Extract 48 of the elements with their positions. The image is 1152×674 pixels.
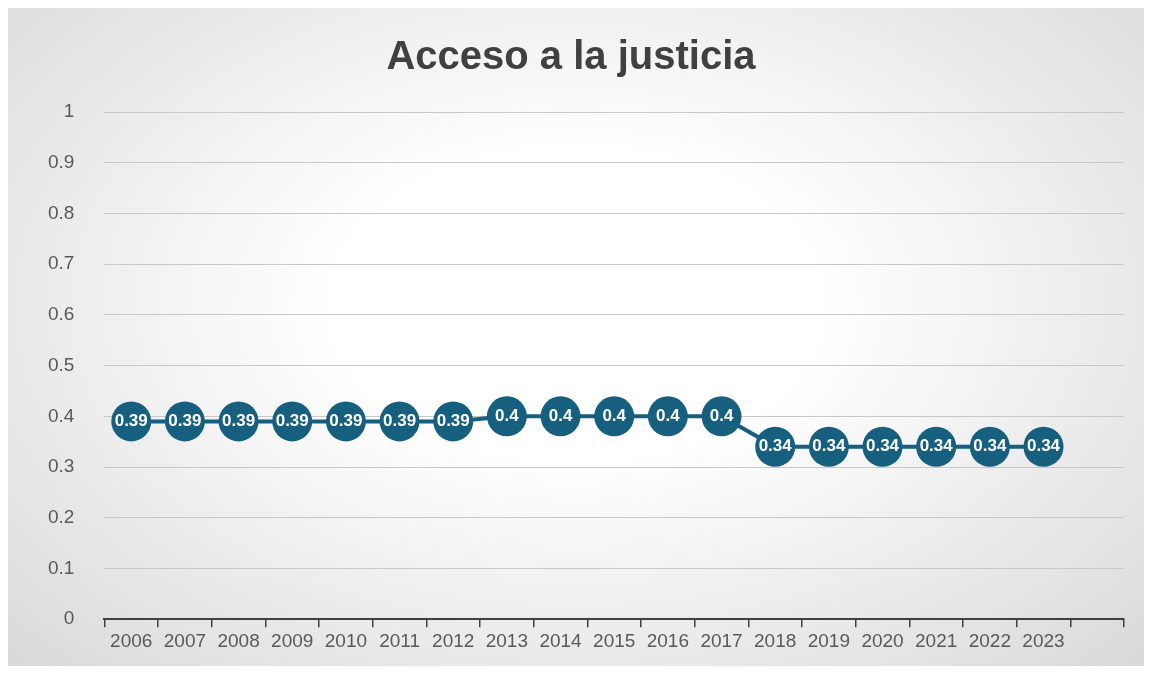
data-label: 0.39 bbox=[275, 411, 309, 431]
data-label: 0.39 bbox=[436, 411, 470, 431]
x-tick-label: 2014 bbox=[539, 629, 583, 651]
x-tick-label: 2020 bbox=[861, 629, 904, 651]
x-tick-label: 2019 bbox=[807, 629, 850, 651]
data-label: 0.34 bbox=[812, 436, 846, 456]
data-label: 0.4 bbox=[656, 406, 681, 426]
data-label: 0.34 bbox=[919, 436, 954, 456]
x-tick-label: 2016 bbox=[646, 629, 690, 651]
x-tick-label: 2009 bbox=[271, 629, 314, 651]
y-tick-label: 0.8 bbox=[47, 201, 75, 223]
data-label: 0.34 bbox=[758, 436, 793, 456]
data-label: 0.4 bbox=[548, 406, 573, 426]
y-tick-label: 0.9 bbox=[47, 150, 75, 172]
x-tick-label: 2023 bbox=[1022, 629, 1065, 651]
x-tick-label: 2021 bbox=[915, 629, 958, 651]
data-label: 0.39 bbox=[168, 411, 202, 431]
x-tick-label: 2011 bbox=[379, 629, 420, 651]
x-tick-label: 2012 bbox=[432, 629, 475, 651]
y-tick-label: 0.7 bbox=[47, 252, 75, 274]
x-tick-label: 2008 bbox=[217, 629, 260, 651]
x-tick-label: 2015 bbox=[593, 629, 636, 651]
data-label: 0.39 bbox=[114, 411, 148, 431]
data-label: 0.39 bbox=[222, 411, 256, 431]
x-tick-label: 2018 bbox=[754, 629, 797, 651]
x-tick-label: 2017 bbox=[700, 629, 743, 651]
y-tick-label: 0.4 bbox=[47, 404, 75, 426]
x-tick-label: 2022 bbox=[968, 629, 1011, 651]
data-label: 0.39 bbox=[383, 411, 417, 431]
data-label: 0.4 bbox=[495, 406, 520, 426]
data-label: 0.4 bbox=[709, 406, 734, 426]
data-label: 0.34 bbox=[865, 436, 900, 456]
data-label: 0.4 bbox=[602, 406, 627, 426]
data-label: 0.34 bbox=[973, 436, 1007, 456]
x-tick-label: 2006 bbox=[110, 629, 153, 651]
x-tick-label: 2013 bbox=[485, 629, 529, 651]
y-tick-label: 1 bbox=[63, 100, 75, 122]
x-tick-label: 2010 bbox=[324, 629, 368, 651]
y-tick-label: 0.3 bbox=[47, 455, 75, 477]
x-tick-label: 2007 bbox=[163, 629, 207, 651]
data-label: 0.34 bbox=[1026, 436, 1061, 456]
y-tick-label: 0.2 bbox=[47, 505, 75, 527]
chart-title: Acceso a la justicia bbox=[386, 33, 757, 78]
y-tick-label: 0 bbox=[63, 607, 75, 629]
y-tick-label: 0.5 bbox=[47, 353, 75, 375]
y-tick-label: 0.1 bbox=[47, 556, 75, 578]
y-tick-label: 0.6 bbox=[47, 303, 75, 325]
data-label: 0.39 bbox=[329, 411, 363, 431]
